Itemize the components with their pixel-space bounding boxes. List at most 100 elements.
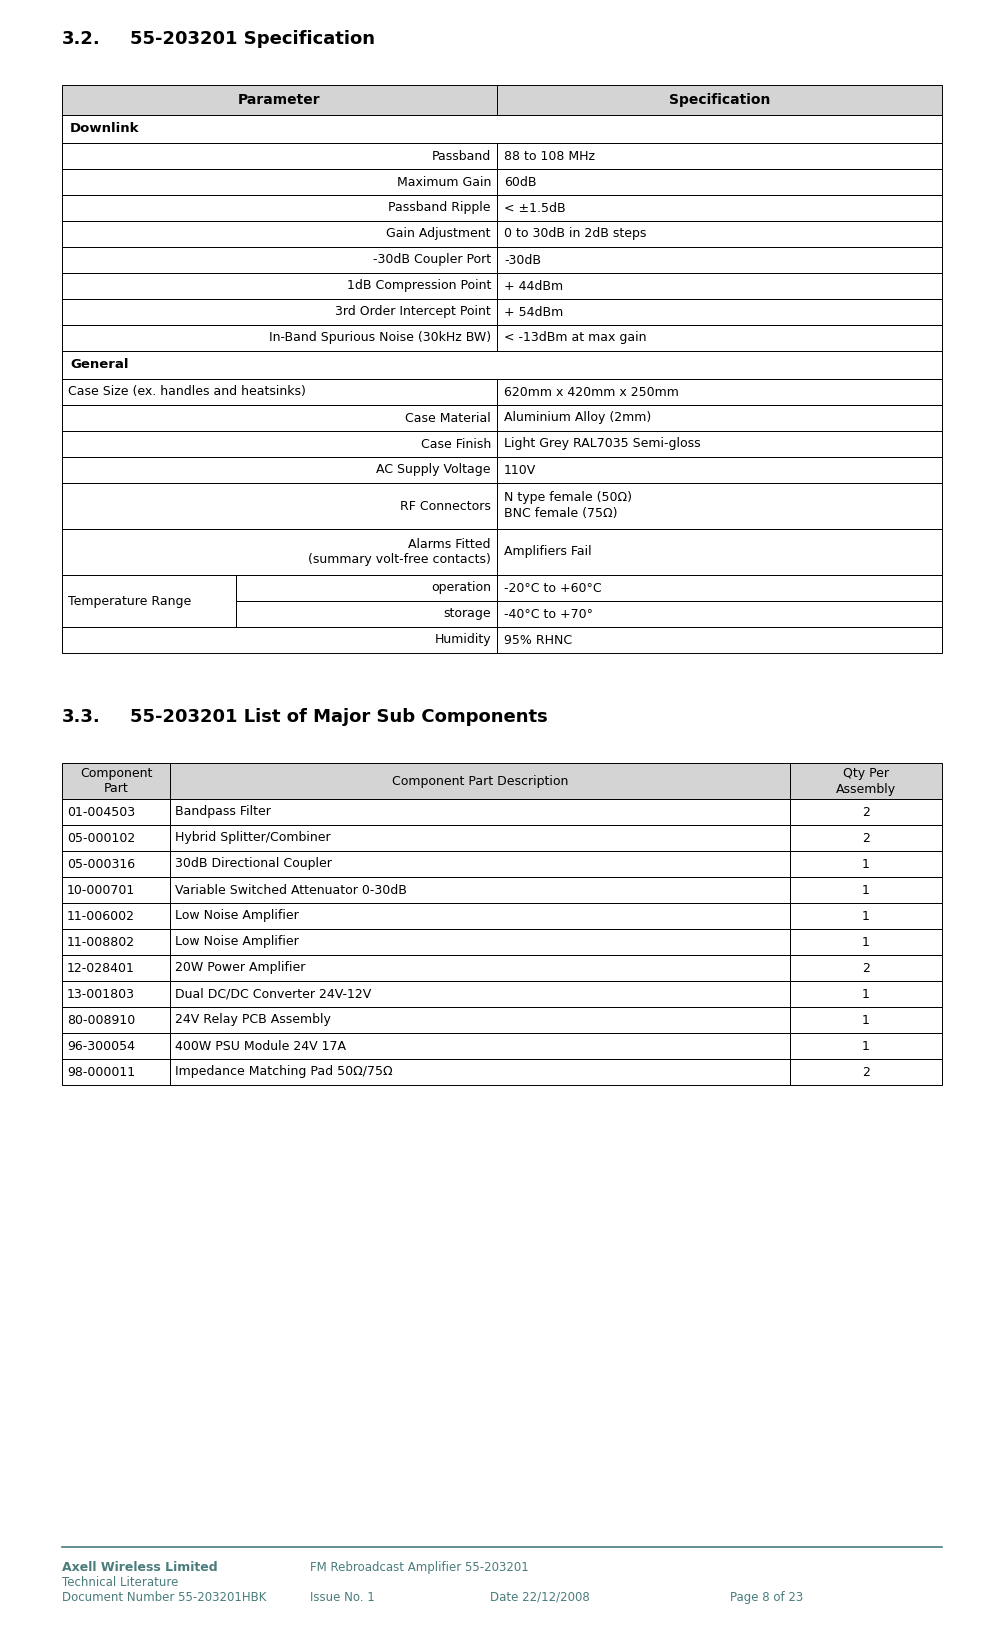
Text: 80-008910: 80-008910	[67, 1013, 135, 1026]
Bar	[62, 930, 170, 954]
Bar	[62, 431, 496, 457]
Bar	[496, 273, 941, 300]
Text: Passband: Passband	[431, 149, 490, 162]
Text: 05-000102: 05-000102	[67, 832, 135, 845]
Text: Alarms Fitted
(summary volt-free contacts): Alarms Fitted (summary volt-free contact…	[308, 537, 490, 566]
Bar	[62, 221, 496, 247]
Bar	[62, 457, 496, 483]
Bar	[62, 115, 941, 142]
Text: N type female (50Ω)
BNC female (75Ω): N type female (50Ω) BNC female (75Ω)	[504, 491, 631, 521]
Text: Downlink: Downlink	[70, 123, 139, 136]
Bar	[62, 483, 496, 529]
Bar	[62, 529, 496, 575]
Text: Document Number 55-203201HBK: Document Number 55-203201HBK	[62, 1591, 266, 1604]
Text: Gain Adjustment: Gain Adjustment	[386, 228, 490, 241]
Text: 110V: 110V	[504, 463, 536, 476]
Text: 1: 1	[862, 987, 869, 1000]
Text: AC Supply Voltage: AC Supply Voltage	[376, 463, 490, 476]
Bar	[496, 627, 941, 653]
Bar	[170, 1007, 789, 1033]
Text: Bandpass Filter: Bandpass Filter	[175, 805, 271, 818]
Text: 98-000011: 98-000011	[67, 1066, 135, 1079]
Bar	[62, 904, 170, 930]
Bar	[496, 247, 941, 273]
Bar	[62, 195, 496, 221]
Bar	[496, 404, 941, 431]
Text: In-Band Spurious Noise (30kHz BW): In-Band Spurious Noise (30kHz BW)	[269, 332, 490, 344]
Text: 3.2.: 3.2.	[62, 29, 100, 47]
Text: Page 8 of 23: Page 8 of 23	[729, 1591, 802, 1604]
Text: -30dB: -30dB	[504, 254, 541, 267]
Bar	[170, 954, 789, 981]
Text: Amplifiers Fail: Amplifiers Fail	[504, 545, 591, 558]
Bar	[496, 380, 941, 404]
Text: Axell Wireless Limited: Axell Wireless Limited	[62, 1562, 218, 1575]
Bar	[789, 1007, 941, 1033]
Text: 620mm x 420mm x 250mm: 620mm x 420mm x 250mm	[504, 385, 678, 398]
Text: Hybrid Splitter/Combiner: Hybrid Splitter/Combiner	[175, 832, 330, 845]
Text: Case Finish: Case Finish	[420, 437, 490, 450]
Text: -20°C to +60°C: -20°C to +60°C	[504, 581, 601, 594]
Bar	[789, 851, 941, 877]
Text: Humidity: Humidity	[434, 634, 490, 647]
Text: + 54dBm: + 54dBm	[504, 306, 563, 319]
Bar	[62, 247, 496, 273]
Bar	[62, 763, 170, 799]
Bar	[170, 981, 789, 1007]
Text: operation: operation	[430, 581, 490, 594]
Bar	[789, 877, 941, 904]
Bar	[789, 799, 941, 825]
Text: 3rd Order Intercept Point: 3rd Order Intercept Point	[335, 306, 490, 319]
Bar	[170, 877, 789, 904]
Text: 1dB Compression Point: 1dB Compression Point	[346, 280, 490, 293]
Text: FM Rebroadcast Amplifier 55-203201: FM Rebroadcast Amplifier 55-203201	[310, 1562, 529, 1575]
Text: 60dB: 60dB	[504, 175, 536, 188]
Text: Maximum Gain: Maximum Gain	[396, 175, 490, 188]
Bar	[496, 221, 941, 247]
Text: Impedance Matching Pad 50Ω/75Ω: Impedance Matching Pad 50Ω/75Ω	[175, 1066, 392, 1079]
Bar	[789, 981, 941, 1007]
Text: Qty Per
Assembly: Qty Per Assembly	[835, 766, 895, 796]
Bar	[62, 1033, 170, 1059]
Text: 1: 1	[862, 1039, 869, 1053]
Text: 400W PSU Module 24V 17A: 400W PSU Module 24V 17A	[175, 1039, 346, 1053]
Text: Variable Switched Attenuator 0-30dB: Variable Switched Attenuator 0-30dB	[175, 884, 406, 897]
Bar	[496, 326, 941, 350]
Bar	[789, 904, 941, 930]
Bar	[236, 575, 496, 601]
Text: Date 22/12/2008: Date 22/12/2008	[489, 1591, 589, 1604]
Bar	[496, 142, 941, 169]
Bar	[62, 326, 496, 350]
Bar	[62, 877, 170, 904]
Bar	[62, 169, 496, 195]
Bar	[170, 904, 789, 930]
Text: 30dB Directional Coupler: 30dB Directional Coupler	[175, 858, 332, 871]
Text: 24V Relay PCB Assembly: 24V Relay PCB Assembly	[175, 1013, 331, 1026]
Bar	[496, 575, 941, 601]
Bar	[62, 1007, 170, 1033]
Text: Low Noise Amplifier: Low Noise Amplifier	[175, 935, 299, 948]
Text: storage: storage	[443, 607, 490, 620]
Bar	[62, 273, 496, 300]
Bar	[62, 851, 170, 877]
Text: -30dB Coupler Port: -30dB Coupler Port	[372, 254, 490, 267]
Text: Passband Ripple: Passband Ripple	[388, 201, 490, 214]
Text: 1: 1	[862, 935, 869, 948]
Bar	[496, 300, 941, 326]
Text: 55-203201 List of Major Sub Components: 55-203201 List of Major Sub Components	[129, 707, 548, 725]
Text: 01-004503: 01-004503	[67, 805, 135, 818]
Bar	[62, 142, 496, 169]
Bar	[496, 601, 941, 627]
Text: Temperature Range: Temperature Range	[68, 594, 191, 607]
Bar	[789, 1033, 941, 1059]
Bar	[62, 404, 496, 431]
Bar	[496, 457, 941, 483]
Bar	[789, 825, 941, 851]
Bar	[62, 1059, 170, 1085]
Bar	[789, 1059, 941, 1085]
Text: General: General	[70, 359, 128, 372]
Text: 11-006002: 11-006002	[67, 910, 134, 923]
Bar	[789, 954, 941, 981]
Bar	[789, 763, 941, 799]
Bar	[62, 954, 170, 981]
